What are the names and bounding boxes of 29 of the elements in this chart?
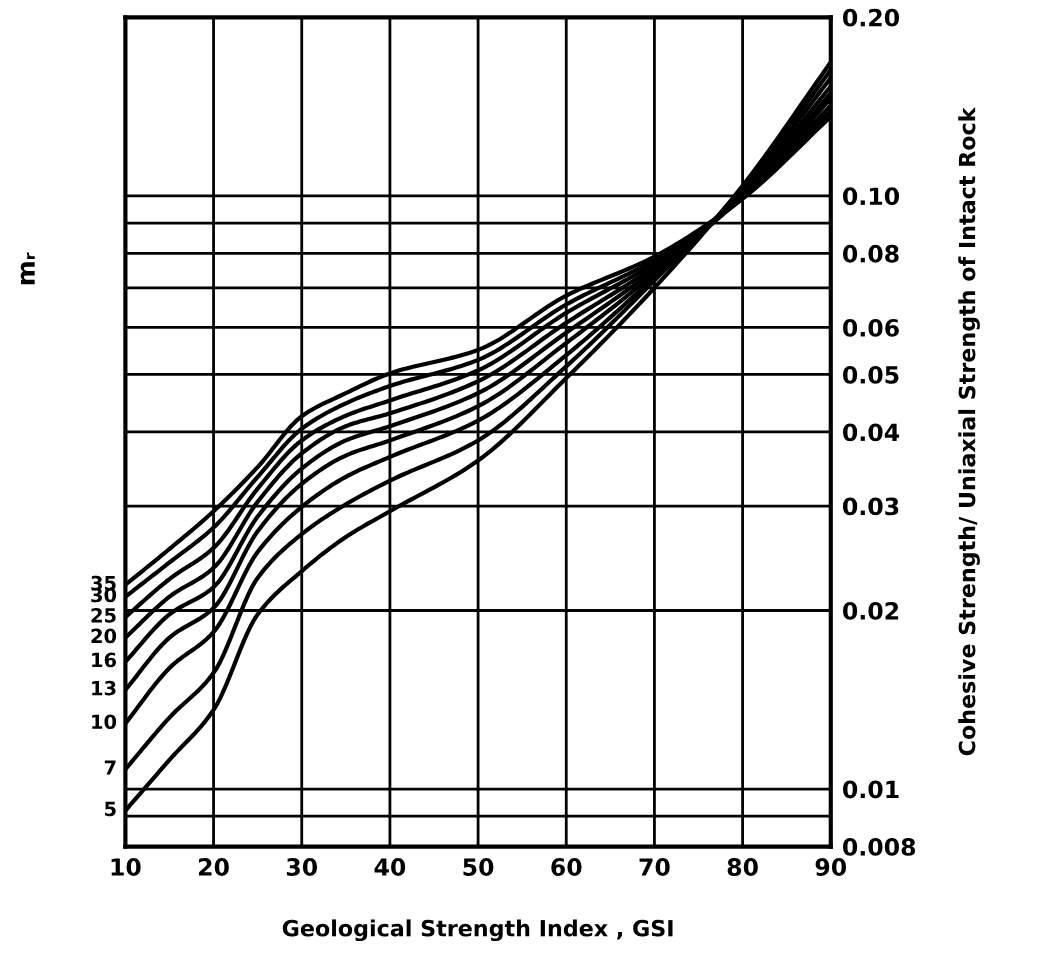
y-tick-label: 0.06	[843, 318, 899, 337]
series-label: 7	[104, 760, 116, 775]
x-axis-title: Geological Strength Index , GSI	[282, 919, 673, 942]
x-tick-label: 40	[374, 858, 406, 876]
x-tick-label: 10	[111, 858, 141, 876]
x-tick-label: 70	[639, 858, 670, 876]
x-tick-label: 90	[815, 858, 847, 876]
y-tick-label: 0.20	[843, 8, 900, 27]
x-tick-label: 80	[727, 858, 758, 876]
y-tick-label: 0.08	[843, 244, 899, 263]
series-label: 16	[92, 652, 117, 668]
y-tick-label: 0.03	[843, 497, 899, 516]
series-label: 25	[91, 607, 116, 623]
series-label: 10	[92, 714, 117, 730]
y-tick-label: 0.008	[843, 838, 916, 856]
series-label: 5	[105, 801, 116, 817]
x-tick-label: 50	[463, 858, 494, 876]
legend-title: mᵣ	[20, 252, 35, 285]
y-tick-label: 0.01	[843, 780, 899, 799]
y-axis-title: Cohesive Strength/ Uniaxial Strength of Intact Rock	[958, 107, 980, 756]
x-tick-label: 30	[286, 858, 318, 876]
series-label: 20	[91, 628, 117, 644]
x-tick-label: 20	[199, 858, 229, 876]
y-tick-label: 0.05	[843, 365, 899, 384]
series-label: 13	[92, 680, 116, 696]
x-tick-label: 60	[551, 858, 582, 876]
y-tick-label: 0.04	[843, 423, 900, 442]
y-tick-label: 0.10	[843, 187, 900, 206]
y-tick-label: 0.02	[843, 601, 899, 620]
